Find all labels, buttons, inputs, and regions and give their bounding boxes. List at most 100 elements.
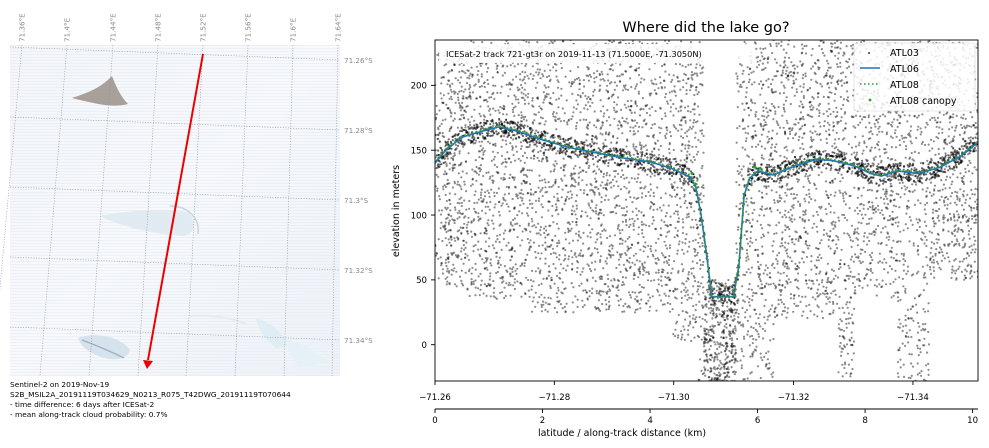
atl03-photon [786, 311, 789, 314]
atl03-photon [929, 257, 932, 261]
atl03-photon [734, 359, 737, 362]
atl03-photon [724, 375, 727, 378]
atl03-photon [561, 247, 565, 250]
atl03-photon [751, 352, 754, 355]
atl03-photon [555, 98, 558, 101]
atl03-photon [578, 79, 581, 82]
atl03-photon [490, 159, 493, 162]
atl03-photon [771, 78, 774, 81]
atl03-photon [793, 123, 796, 126]
atl03-photon [649, 205, 652, 208]
atl03-photon [447, 213, 450, 216]
atl03-photon [624, 84, 627, 87]
atl03-photon [762, 106, 765, 109]
atl03-photon [531, 225, 534, 228]
atl03-photon [737, 322, 741, 325]
atl03-photon [537, 252, 540, 255]
atl03-photon [631, 291, 634, 294]
atl03-photon [632, 133, 635, 136]
atl03-photon [566, 195, 569, 198]
atl03-photon [530, 310, 534, 313]
atl03-photon [964, 171, 967, 174]
atl03-photon [557, 106, 560, 109]
atl03-photon [640, 286, 644, 289]
atl03-photon [863, 235, 866, 238]
atl03-photon [792, 206, 795, 209]
atl03-photon [799, 234, 802, 238]
atl03-photon [474, 279, 477, 282]
atl03-photon [967, 263, 970, 266]
atl03-photon [867, 207, 870, 210]
atl03-photon [851, 367, 854, 371]
atl03-photon [876, 204, 880, 207]
atl03-photon [955, 203, 958, 206]
atl03-photon [521, 199, 524, 202]
atl03-photon [460, 212, 463, 216]
atl03-photon [664, 192, 667, 195]
atl03-photon [516, 280, 519, 283]
atl03-photon [853, 209, 857, 212]
atl03-photon [547, 181, 550, 184]
atl03-photon [692, 274, 695, 278]
atl03-photon [599, 184, 602, 187]
atl03-photon [622, 173, 625, 177]
atl03-photon [873, 284, 877, 287]
atl03-photon [654, 78, 657, 81]
atl03-photon [737, 214, 741, 217]
atl03-photon [776, 254, 779, 257]
atl03-photon [924, 235, 927, 238]
atl03-photon [652, 208, 655, 211]
atl03-photon [538, 174, 541, 177]
atl03-photon [589, 217, 592, 220]
atl03-photon [677, 129, 680, 132]
atl03-photon [847, 363, 851, 366]
atl03-photon [801, 250, 804, 253]
atl03-photon [831, 179, 834, 182]
atl03-photon [676, 249, 679, 252]
atl03-photon [797, 304, 800, 307]
atl03-photon [624, 120, 627, 123]
atl03-photon [686, 110, 690, 113]
atl03-photon [556, 150, 559, 153]
atl03-photon [676, 336, 680, 339]
atl03-photon [683, 189, 686, 192]
atl03-photon [943, 216, 946, 219]
atl03-photon [619, 108, 623, 111]
atl03-photon [445, 283, 448, 286]
atl03-photon [954, 272, 957, 275]
atl03-photon [761, 196, 764, 199]
atl03-photon [728, 309, 732, 312]
atl03-photon [804, 240, 808, 243]
atl03-photon [930, 231, 934, 234]
atl03-photon [916, 331, 920, 334]
atl03-photon [443, 225, 446, 228]
atl03-photon [570, 227, 573, 230]
atl03-photon [695, 145, 698, 148]
atl03-photon [830, 81, 833, 84]
atl03-photon [808, 181, 812, 185]
atl03-photon [970, 209, 973, 212]
atl03-photon [956, 191, 959, 194]
atl03-photon [666, 271, 669, 275]
atl03-photon [485, 63, 488, 66]
atl03-photon [664, 224, 667, 227]
atl03-photon [931, 255, 934, 258]
atl03-photon [581, 169, 584, 172]
atl03-photon [768, 366, 771, 369]
atl03-photon [618, 263, 621, 266]
atl03-photon [840, 347, 843, 350]
atl03-photon [698, 245, 702, 248]
atl03-photon [547, 233, 550, 236]
atl03-photon [748, 297, 751, 300]
atl03-photon [598, 84, 602, 87]
atl03-photon [441, 76, 444, 79]
atl03-photon [764, 298, 767, 301]
atl03-photon [862, 115, 865, 119]
atl03-photon [844, 203, 848, 206]
atl03-photon [477, 80, 480, 83]
atl03-photon [585, 74, 588, 77]
atl03-photon [696, 226, 700, 229]
atl03-photon [711, 324, 714, 327]
atl03-photon [486, 67, 490, 70]
atl03-photon [665, 126, 668, 129]
